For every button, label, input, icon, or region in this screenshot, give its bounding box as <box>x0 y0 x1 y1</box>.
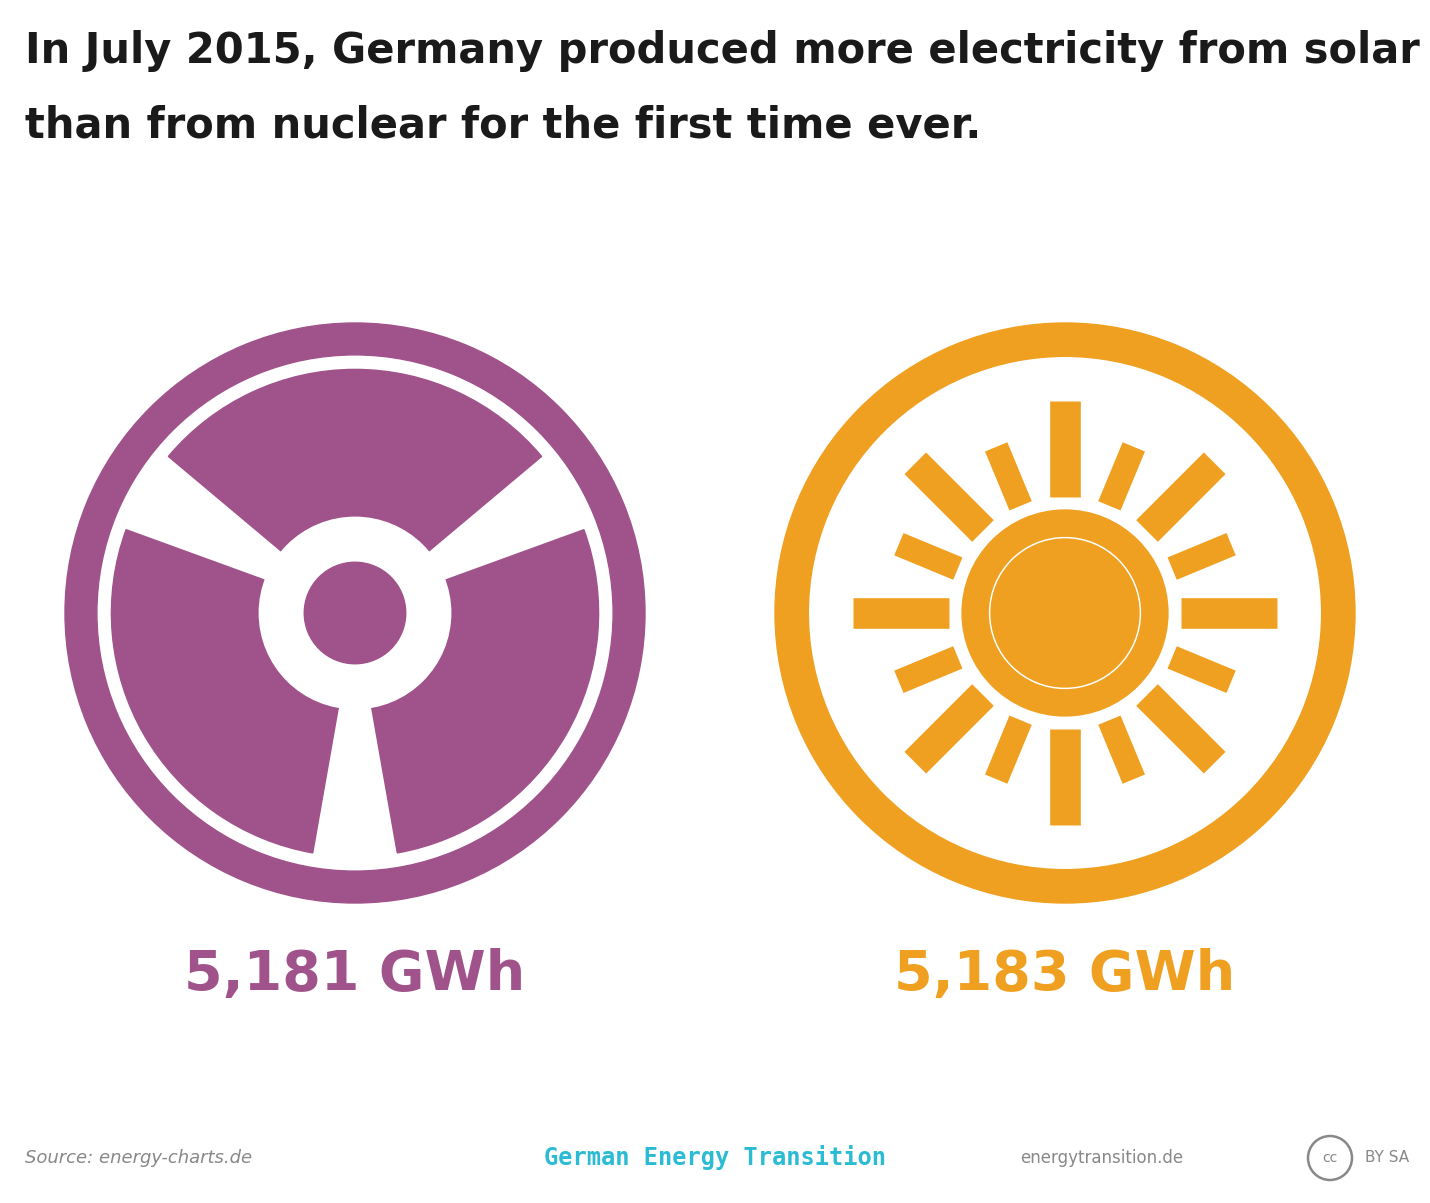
Text: energytransition.de: energytransition.de <box>1020 1149 1183 1167</box>
Wedge shape <box>169 369 542 551</box>
Text: German Energy Transition: German Energy Transition <box>543 1145 887 1171</box>
Wedge shape <box>112 529 339 853</box>
Wedge shape <box>372 529 599 853</box>
Circle shape <box>991 539 1138 687</box>
Text: 5,183 GWh: 5,183 GWh <box>894 948 1236 1002</box>
Circle shape <box>784 332 1346 894</box>
Text: Source: energy-charts.de: Source: energy-charts.de <box>24 1149 252 1167</box>
Circle shape <box>74 332 636 894</box>
Circle shape <box>259 517 450 709</box>
Text: BY SA: BY SA <box>1366 1150 1409 1166</box>
Text: In July 2015, Germany produced more electricity from solar panels: In July 2015, Germany produced more elec… <box>24 30 1430 72</box>
Text: than from nuclear for the first time ever.: than from nuclear for the first time eve… <box>24 105 981 147</box>
Circle shape <box>305 562 406 664</box>
Text: 5,181 GWh: 5,181 GWh <box>184 948 526 1002</box>
Text: cc: cc <box>1323 1151 1337 1165</box>
